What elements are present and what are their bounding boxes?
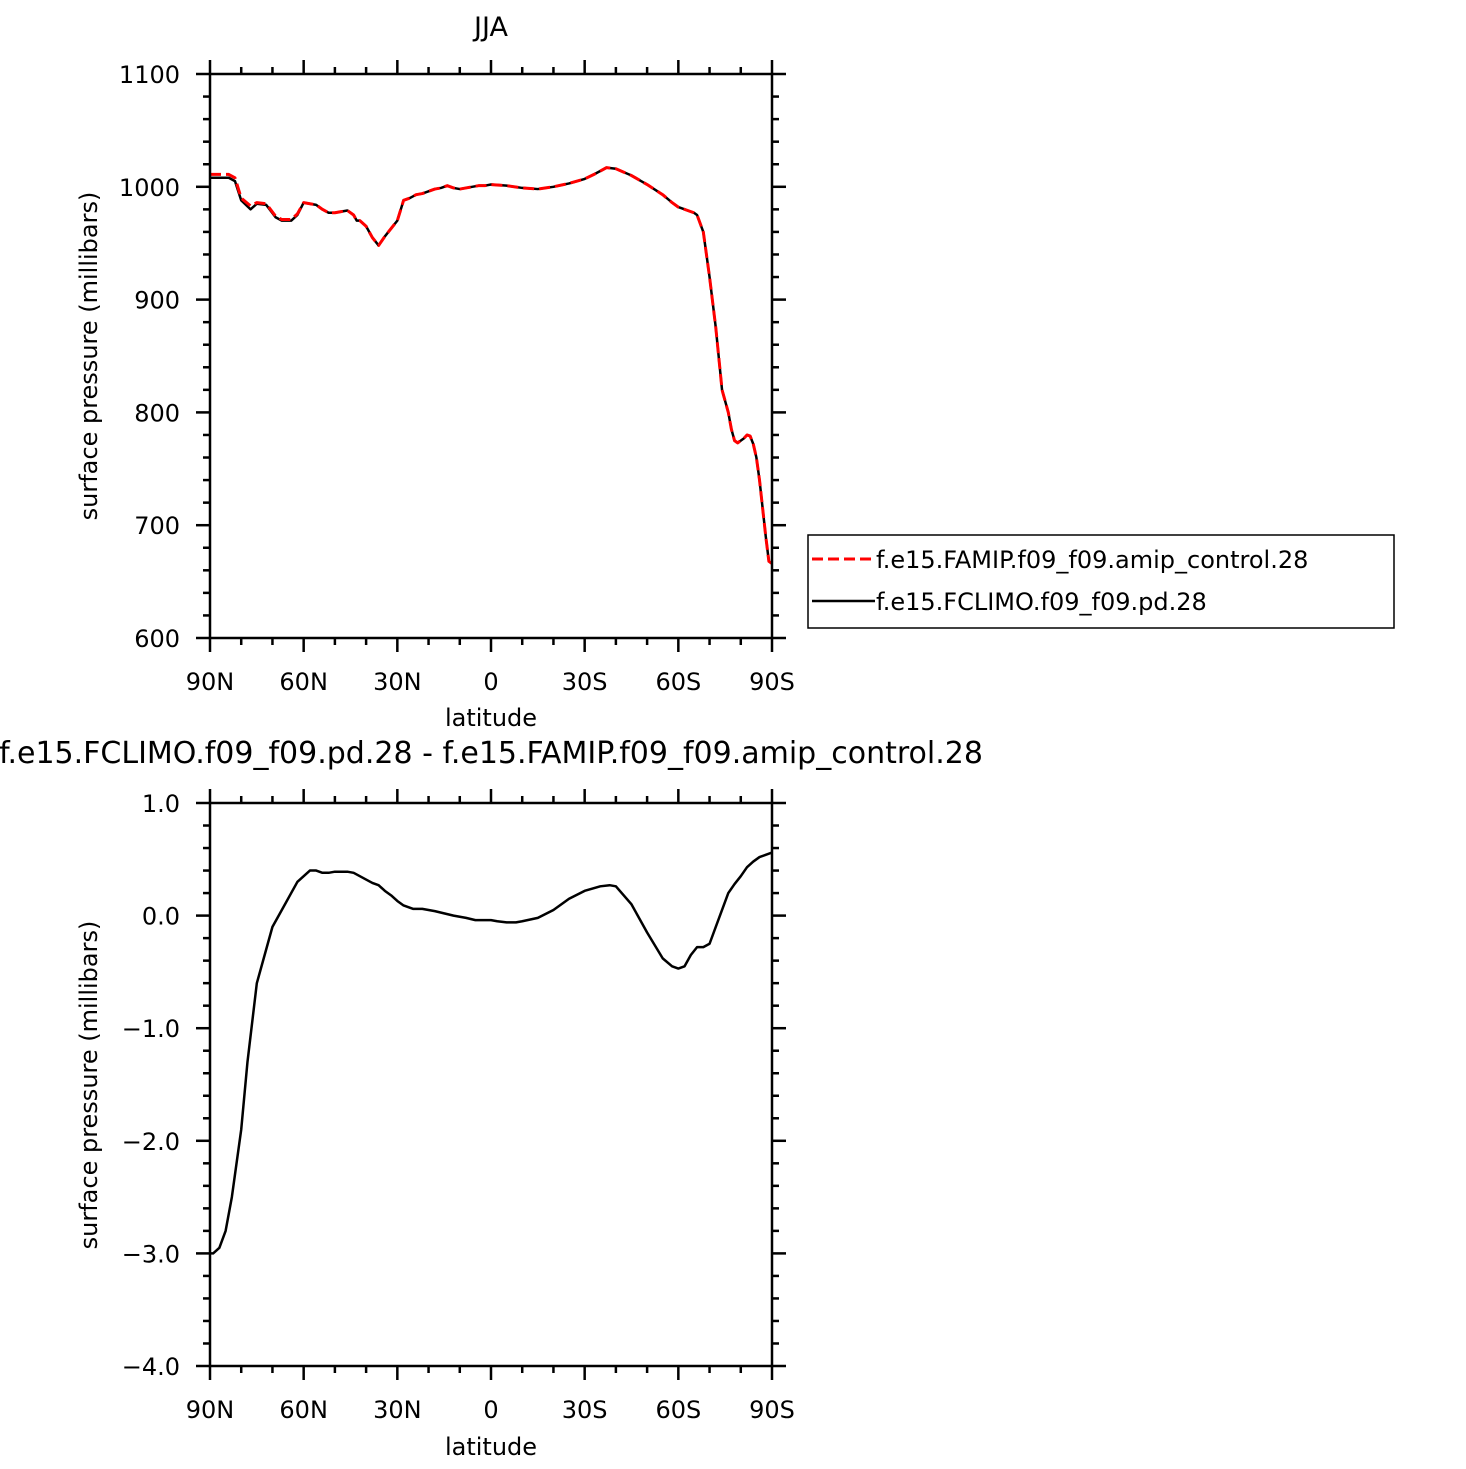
bottom-y-tick-label: 0.0	[142, 903, 180, 931]
bottom-y-tick-label: −2.0	[122, 1128, 180, 1156]
bottom-y-tick-label: 1.0	[142, 790, 180, 818]
top-y-tick-label: 600	[134, 625, 180, 653]
bottom-plot-area: 90N 60N 30N 0 30S 60S 90S −4.0 −3.0 −2.0 −1.0 0.0 1.…	[122, 789, 795, 1424]
top-x-tick-label: 90S	[749, 668, 795, 696]
top-x-tick-label: 30S	[562, 668, 608, 696]
top-y-tick-label: 800	[134, 399, 180, 427]
top-y-axis-label: surface pressure (millibars)	[75, 192, 103, 521]
bottom-y-tick-label: −3.0	[122, 1240, 180, 1268]
legend: f.e15.FAMIP.f09_f09.amip_control.28 f.e1…	[807, 534, 1395, 629]
top-x-tick-label: 0	[483, 668, 498, 696]
top-x-tick-label: 60N	[279, 668, 328, 696]
top-y-tick-label: 700	[134, 512, 180, 540]
top-plot-frame	[208, 72, 774, 640]
bottom-x-tick-label: 60S	[655, 1396, 701, 1424]
top-x-tick-label: 30N	[373, 668, 422, 696]
bottom-panel: f.e15.FCLIMO.f09_f09.pd.28 - f.e15.FAMIP…	[0, 736, 983, 1461]
top-panel: JJA surface pressure (millibars) latitud…	[75, 12, 1395, 732]
bottom-y-tick-label: −1.0	[122, 1015, 180, 1043]
bottom-y-tick-label: −4.0	[122, 1353, 180, 1381]
bottom-x-axis-label: latitude	[445, 1433, 537, 1461]
legend-box	[807, 534, 1395, 629]
bottom-series-line-0	[210, 851, 772, 1255]
legend-label-famip: f.e15.FAMIP.f09_f09.amip_control.28	[876, 546, 1308, 574]
bottom-x-tick-label: 90N	[186, 1396, 235, 1424]
bottom-x-tick-label: 60N	[279, 1396, 328, 1424]
top-plot-area: 90N 60N 30N 0 30S 60S 90S 600 700 800 900 1000 1100	[119, 60, 795, 696]
bottom-x-tick-label: 30S	[562, 1396, 608, 1424]
bottom-y-axis-label: surface pressure (millibars)	[75, 921, 103, 1250]
top-series-line-1	[210, 166, 772, 565]
bottom-x-tick-label: 90S	[749, 1396, 795, 1424]
bottom-chart-title: f.e15.FCLIMO.f09_f09.pd.28 - f.e15.FAMIP…	[0, 736, 983, 771]
top-chart-title: JJA	[472, 12, 508, 43]
top-x-tick-label: 90N	[186, 668, 235, 696]
top-x-tick-label: 60S	[655, 668, 701, 696]
bottom-x-tick-label: 30N	[373, 1396, 422, 1424]
bottom-x-tick-label: 0	[483, 1396, 498, 1424]
top-series-line-0	[210, 166, 772, 565]
top-y-tick-label: 1100	[119, 61, 180, 89]
legend-label-fclimo: f.e15.FCLIMO.f09_f09.pd.28	[876, 588, 1207, 616]
top-x-axis-label: latitude	[445, 704, 537, 732]
top-y-tick-label: 1000	[119, 174, 180, 202]
top-y-tick-label: 900	[134, 287, 180, 315]
